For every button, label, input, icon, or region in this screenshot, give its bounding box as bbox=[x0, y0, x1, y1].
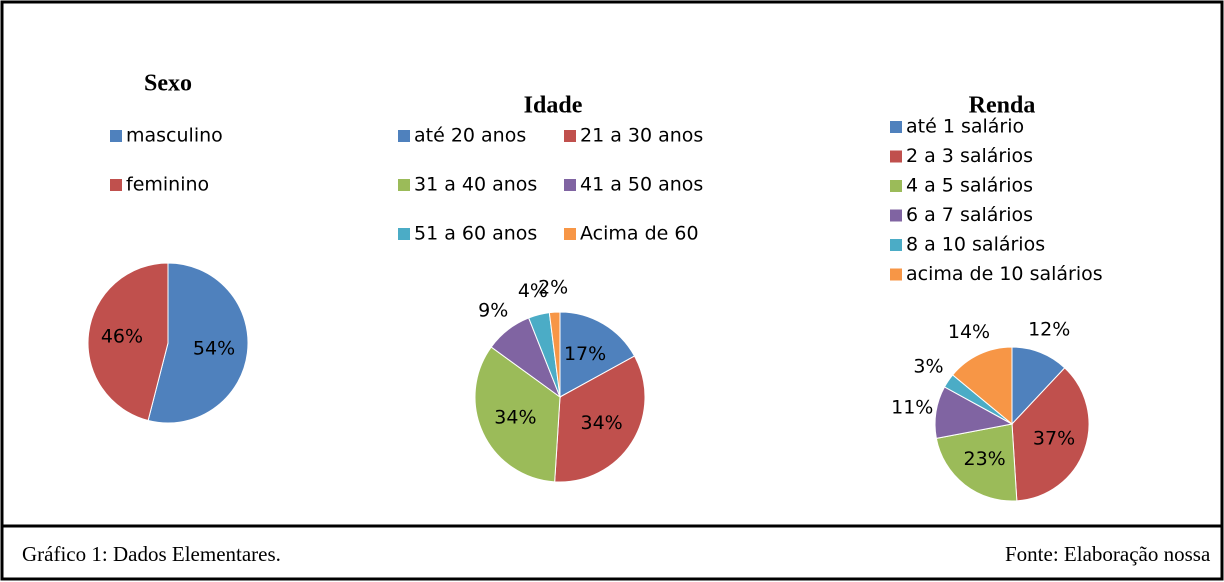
data-label: 14% bbox=[948, 321, 990, 343]
data-label: 2% bbox=[538, 277, 568, 299]
legend-swatch bbox=[890, 180, 902, 192]
legend-swatch bbox=[398, 130, 410, 142]
legend-swatch bbox=[564, 228, 576, 240]
pie-slice bbox=[935, 423, 1018, 502]
pie-slice bbox=[474, 346, 561, 483]
data-label: 34% bbox=[581, 412, 623, 434]
data-label: 17% bbox=[564, 343, 606, 365]
pie-slice bbox=[147, 262, 249, 424]
pie-slice bbox=[548, 311, 561, 398]
pie-slice bbox=[1011, 367, 1090, 502]
legend-label: feminino bbox=[126, 174, 209, 196]
chart-title: Sexo bbox=[144, 71, 192, 97]
data-label: 23% bbox=[964, 448, 1006, 470]
legend-label: 4 a 5 salários bbox=[906, 175, 1033, 197]
legend-label: 2 a 3 salários bbox=[906, 145, 1033, 167]
legend-swatch bbox=[564, 130, 576, 142]
legend-swatch bbox=[398, 179, 410, 191]
data-label: 12% bbox=[1028, 319, 1070, 341]
legend-label: 21 a 30 anos bbox=[580, 125, 703, 147]
legend-label: 6 a 7 salários bbox=[906, 204, 1033, 226]
legend-swatch bbox=[890, 150, 902, 163]
data-label: 3% bbox=[913, 356, 943, 378]
pie-slice bbox=[951, 346, 1013, 426]
data-label: 37% bbox=[1033, 428, 1075, 450]
legend-swatch bbox=[110, 130, 122, 142]
pie-slice bbox=[559, 311, 636, 398]
legend-swatch bbox=[890, 239, 902, 251]
data-label: 4% bbox=[518, 280, 548, 302]
legend-swatch bbox=[398, 228, 410, 240]
pie-slice bbox=[554, 355, 646, 483]
caption-right: Fonte: Elaboração nossa bbox=[1005, 542, 1211, 566]
legend-label: até 1 salário bbox=[906, 116, 1024, 138]
chart-title: Renda bbox=[969, 93, 1036, 119]
data-label: 54% bbox=[193, 337, 235, 359]
chart-title: Idade bbox=[524, 93, 583, 119]
legend-swatch bbox=[890, 268, 902, 281]
legend-label: até 20 anos bbox=[414, 125, 526, 147]
caption-left: Gráfico 1: Dados Elementares. bbox=[22, 542, 281, 566]
pie-slice bbox=[87, 262, 169, 422]
data-label: 46% bbox=[101, 326, 143, 348]
legend-label: 41 a 50 anos bbox=[580, 174, 703, 196]
data-label: 9% bbox=[478, 299, 508, 321]
legend-swatch bbox=[890, 121, 902, 133]
legend-label: masculino bbox=[126, 125, 223, 147]
legend-label: acima de 10 salários bbox=[906, 263, 1103, 285]
legend-swatch bbox=[564, 179, 576, 191]
data-label: 11% bbox=[891, 397, 933, 419]
legend-label: 51 a 60 anos bbox=[414, 223, 537, 245]
legend-swatch bbox=[890, 209, 902, 222]
legend-label: 31 a 40 anos bbox=[414, 174, 537, 196]
legend-swatch bbox=[110, 179, 122, 191]
legend-label: Acima de 60 bbox=[580, 223, 699, 245]
legend-label: 8 a 10 salários bbox=[906, 234, 1045, 256]
data-label: 34% bbox=[494, 406, 536, 428]
